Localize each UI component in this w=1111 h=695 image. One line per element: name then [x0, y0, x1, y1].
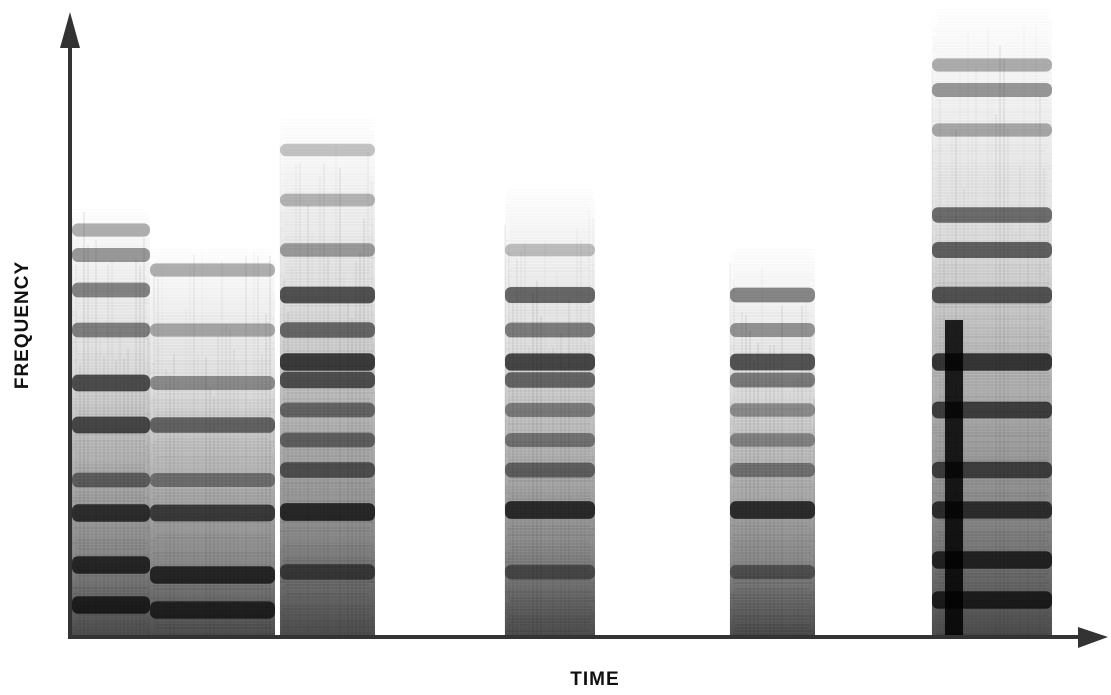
- harmonic-band: [730, 565, 815, 579]
- harmonic-band: [72, 223, 150, 237]
- harmonic-band: [72, 282, 150, 298]
- x-axis-arrow: [1078, 627, 1108, 648]
- spectrogram: [71, 9, 1052, 637]
- harmonic-band: [730, 353, 815, 371]
- harmonic-band: [280, 143, 375, 157]
- harmonic-band: [730, 463, 815, 477]
- harmonic-band: [730, 323, 815, 337]
- harmonic-band: [505, 353, 595, 371]
- harmonic-band: [932, 83, 1052, 97]
- harmonic-band: [730, 433, 815, 447]
- harmonic-band: [150, 323, 275, 337]
- harmonic-band: [280, 462, 375, 478]
- harmonic-band: [150, 473, 275, 487]
- harmonic-band: [280, 402, 375, 418]
- harmonic-band: [72, 374, 150, 392]
- harmonic-band: [280, 193, 375, 207]
- harmonic-band: [280, 353, 375, 371]
- harmonic-band: [505, 287, 595, 303]
- harmonic-band: [72, 322, 150, 338]
- harmonic-band: [505, 564, 595, 580]
- harmonic-band: [932, 286, 1052, 304]
- harmonic-band: [505, 433, 595, 447]
- harmonic-band: [730, 501, 815, 519]
- harmonic-band: [72, 556, 150, 574]
- transient: [945, 320, 963, 637]
- x-axis-label: TIME: [570, 669, 619, 690]
- spectral-wash: [505, 190, 595, 637]
- harmonic-band: [72, 248, 150, 262]
- harmonic-band: [932, 207, 1052, 223]
- axes: [60, 12, 1108, 648]
- y-axis-label: FREQUENCY: [12, 261, 33, 389]
- spectral-wash: [730, 250, 815, 637]
- harmonic-band: [150, 601, 275, 619]
- harmonic-band: [505, 372, 595, 388]
- harmonic-band: [730, 287, 815, 303]
- harmonic-band: [280, 503, 375, 521]
- harmonic-band: [280, 243, 375, 257]
- harmonic-band: [150, 376, 275, 390]
- harmonic-band: [730, 372, 815, 388]
- harmonic-band: [280, 564, 375, 580]
- harmonic-band: [72, 596, 150, 614]
- harmonic-band: [505, 322, 595, 338]
- harmonic-band: [505, 243, 595, 257]
- y-axis-arrow: [60, 12, 80, 48]
- harmonic-band: [280, 286, 375, 304]
- harmonic-band: [932, 123, 1052, 137]
- harmonic-band: [730, 403, 815, 417]
- harmonic-band: [150, 263, 275, 277]
- harmonic-band: [150, 566, 275, 584]
- harmonic-band: [505, 462, 595, 478]
- harmonic-band: [505, 501, 595, 519]
- harmonic-band: [932, 242, 1052, 258]
- harmonic-band: [280, 322, 375, 338]
- harmonic-band: [72, 472, 150, 488]
- harmonic-band: [72, 416, 150, 434]
- harmonic-band: [280, 432, 375, 448]
- harmonic-band: [505, 403, 595, 417]
- harmonic-band: [280, 371, 375, 389]
- harmonic-band: [150, 417, 275, 433]
- harmonic-band: [150, 504, 275, 522]
- harmonic-band: [72, 504, 150, 522]
- harmonic-band: [932, 58, 1052, 72]
